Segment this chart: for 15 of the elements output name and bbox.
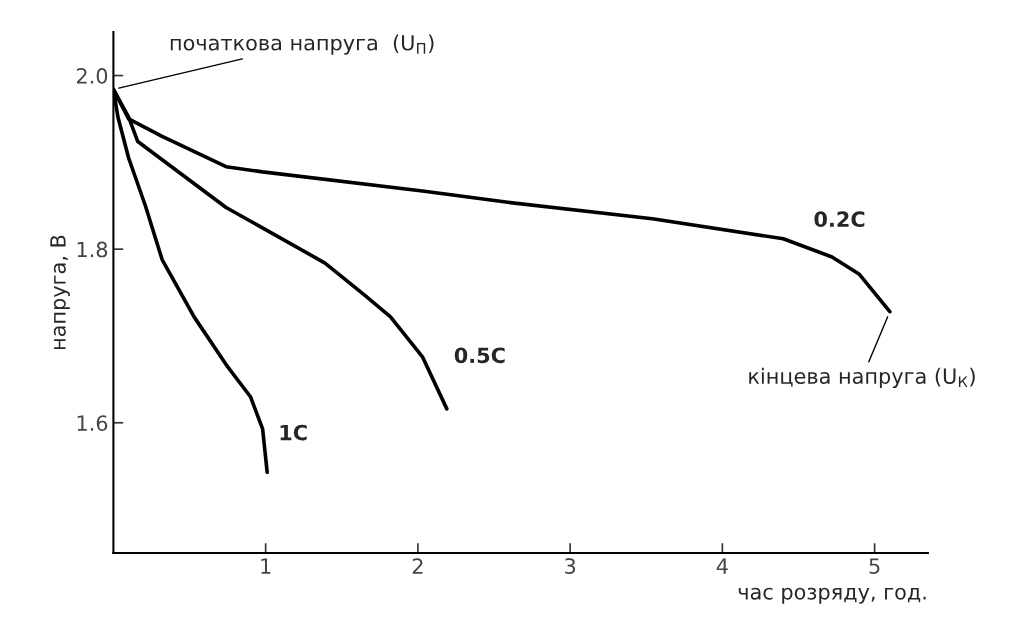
- annotation: кінцева напруга (U$_{К}$): [749, 367, 975, 389]
- x-tick-label: 2: [412, 558, 423, 574]
- series-label: 1C: [280, 424, 307, 441]
- x-tick-label: 4: [716, 558, 728, 574]
- x-tick-label: 1: [261, 558, 271, 574]
- annotation: початкова напруга (U$_{П}$): [170, 34, 434, 55]
- y-tick-label: 2.0: [76, 68, 108, 84]
- y-axis-title: напруга, В: [50, 235, 70, 350]
- y-tick-label: 1.8: [77, 241, 108, 258]
- x-axis-title: час розряду, год.: [738, 587, 926, 604]
- series-label: 0.5C: [454, 347, 505, 364]
- x-tick-label: 3: [565, 558, 576, 574]
- x-tick-label: 5: [869, 558, 880, 574]
- y-tick-label: 1.6: [77, 415, 108, 431]
- series-label: 0.2C: [814, 211, 865, 228]
